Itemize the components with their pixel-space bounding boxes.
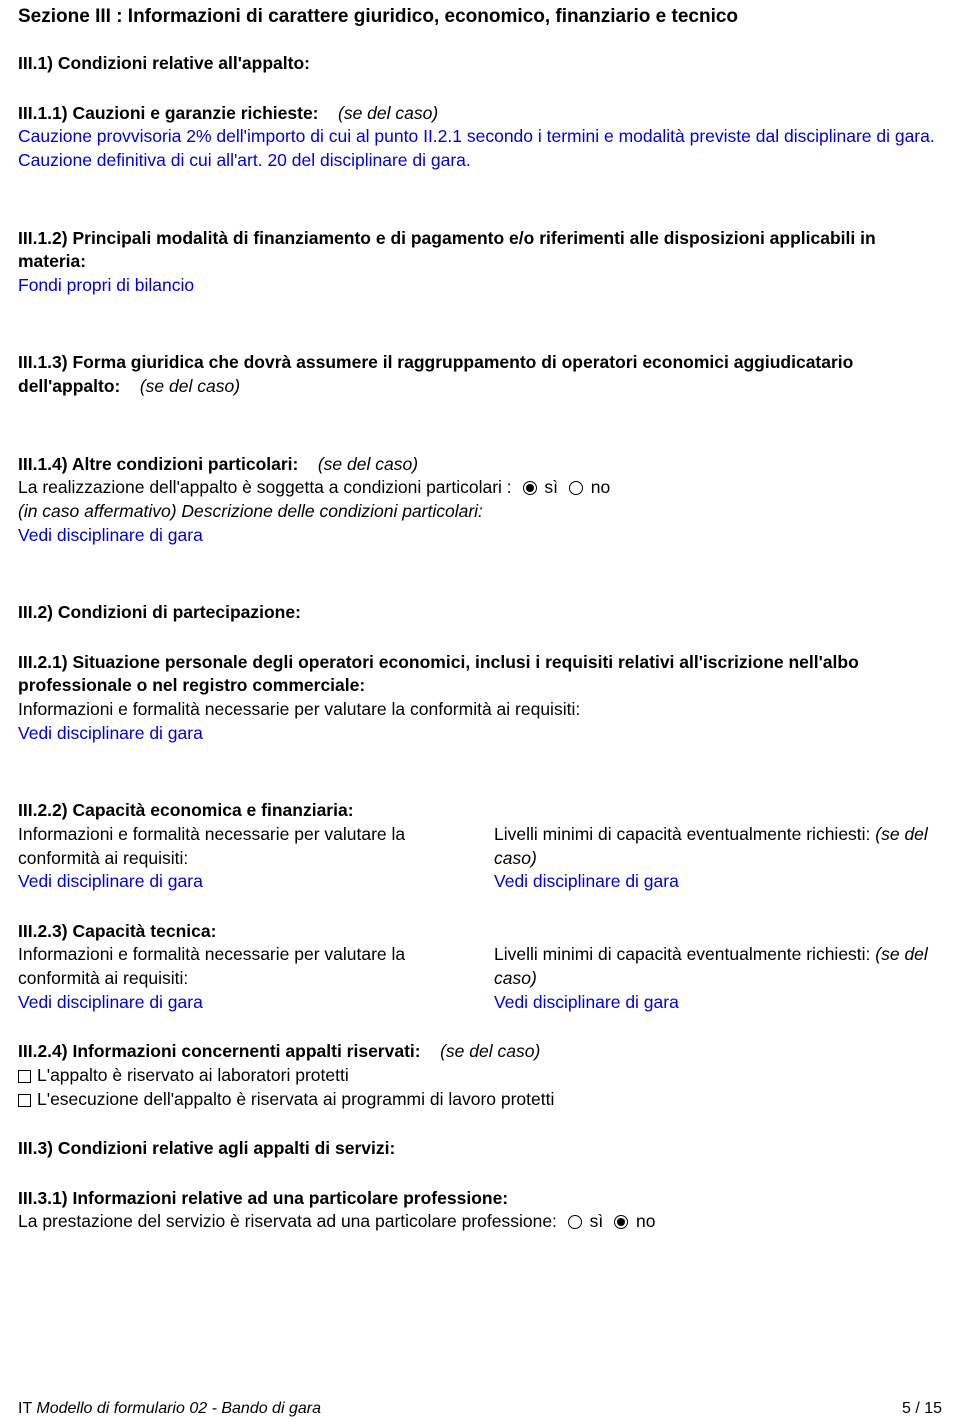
iii-3-1-yes: sì [590,1211,604,1231]
iii-1-4-line2: (in caso affermativo) Descrizione delle … [18,500,942,524]
footer-lang: IT [18,1400,36,1417]
iii-2-4-note: (se del caso) [440,1041,540,1061]
iii-2-3-left-body: Vedi disciplinare di gara [18,991,466,1015]
iii-2-1-line: Informazioni e formalità necessarie per … [18,698,942,722]
iii-2-2-left-line: Informazioni e formalità necessarie per … [18,823,466,870]
iii-3-heading: III.3) Condizioni relative agli appalti … [18,1137,942,1161]
iii-2-1-label: III.2.1) Situazione personale degli oper… [18,651,942,698]
iii-2-2-right-body: Vedi disciplinare di gara [494,870,942,894]
iii-2-2-label: III.2.2) Capacità economica e finanziari… [18,799,942,823]
iii-1-4-label: III.1.4) Altre condizioni particolari: [18,454,298,474]
radio-si-icon[interactable] [568,1215,582,1229]
iii-1-1-note: (se del caso) [338,103,438,123]
iii-1-heading: III.1) Condizioni relative all'appalto: [18,52,942,76]
iii-1-2: III.1.2) Principali modalità di finanzia… [18,227,942,298]
iii-1-2-body: Fondi propri di bilancio [18,274,942,298]
iii-1-4-line1: La realizzazione dell'appalto è soggetta… [18,477,512,497]
iii-2-4: III.2.4) Informazioni concernenti appalt… [18,1040,942,1111]
iii-1-1: III.1.1) Cauzioni e garanzie richieste: … [18,102,942,173]
iii-2-4-cb2: L'esecuzione dell'appalto è riservata ai… [37,1089,554,1109]
iii-2-heading: III.2) Condizioni di partecipazione: [18,601,942,625]
iii-2-2-left-body: Vedi disciplinare di gara [18,870,466,894]
iii-2-1-body: Vedi disciplinare di gara [18,722,942,746]
radio-si-icon[interactable] [523,481,537,495]
iii-1-3: III.1.3) Forma giuridica che dovrà assum… [18,351,942,398]
iii-2-3-right-line-a: Livelli minimi di capacità eventualmente… [494,944,875,964]
iii-1-4-body: Vedi disciplinare di gara [18,524,942,548]
checkbox-icon[interactable] [18,1094,31,1107]
iii-1-1-label: III.1.1) Cauzioni e garanzie richieste: [18,103,319,123]
iii-2-4-label: III.2.4) Informazioni concernenti appalt… [18,1041,421,1061]
iii-2-1: III.2.1) Situazione personale degli oper… [18,651,942,746]
footer-title: Modello di formulario 02 - Bando di gara [36,1400,321,1417]
iii-1-1-body: Cauzione provvisoria 2% dell'importo di … [18,125,942,172]
checkbox-icon[interactable] [18,1070,31,1083]
iii-2-3-label: III.2.3) Capacità tecnica: [18,920,942,944]
radio-no-icon[interactable] [569,481,583,495]
iii-3-1: III.3.1) Informazioni relative ad una pa… [18,1187,942,1234]
radio-no-icon[interactable] [614,1215,628,1229]
footer-page-number: 5 / 15 [902,1400,942,1418]
iii-3-1-no: no [636,1211,655,1231]
iii-3-1-line: La prestazione del servizio è riservata … [18,1211,557,1231]
iii-3-1-label: III.3.1) Informazioni relative ad una pa… [18,1187,942,1211]
iii-2-2-right-line-a: Livelli minimi di capacità eventualmente… [494,824,875,844]
iii-1-4-note: (se del caso) [318,454,418,474]
iii-1-3-note: (se del caso) [140,376,240,396]
iii-2-3-right-body: Vedi disciplinare di gara [494,991,942,1015]
iii-2-4-cb1: L'appalto è riservato ai laboratori prot… [37,1065,349,1085]
iii-2-3-left-line: Informazioni e formalità necessarie per … [18,943,466,990]
iii-2-2: III.2.2) Capacità economica e finanziari… [18,799,942,894]
page: Sezione III : Informazioni di carattere … [0,0,960,1428]
page-footer: IT Modello di formulario 02 - Bando di g… [18,1400,942,1418]
iii-1-4-yes: sì [544,477,558,497]
iii-1-4: III.1.4) Altre condizioni particolari: (… [18,453,942,548]
iii-2-3: III.2.3) Capacità tecnica: Informazioni … [18,920,942,1015]
iii-1-4-no: no [591,477,610,497]
section-title: Sezione III : Informazioni di carattere … [18,6,942,28]
iii-1-2-label: III.1.2) Principali modalità di finanzia… [18,227,942,274]
